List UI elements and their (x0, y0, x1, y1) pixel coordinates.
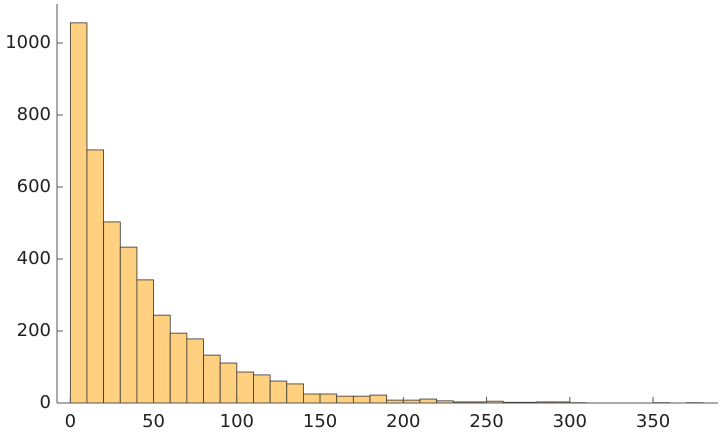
bar (336, 395, 354, 404)
x-tick-label: 150 (303, 411, 337, 432)
y-tick-label: 600 (17, 176, 51, 197)
bar (352, 395, 371, 404)
bar (119, 246, 138, 404)
bar (103, 221, 121, 404)
bar (303, 393, 321, 404)
x-tick-label: 300 (553, 411, 587, 432)
x-tick-label: 250 (469, 411, 503, 432)
bar (203, 354, 221, 404)
bar (136, 279, 154, 404)
bar (269, 380, 288, 404)
x-tick-label: 50 (142, 411, 165, 432)
y-tick-label: 400 (17, 248, 51, 269)
bar (169, 332, 188, 404)
bar (186, 338, 204, 404)
x-tick-label: 0 (65, 411, 76, 432)
y-tick-label: 1000 (5, 32, 51, 53)
bar (253, 374, 271, 404)
y-tick-label: 0 (40, 392, 51, 413)
bar (319, 393, 338, 404)
y-tick-label: 800 (17, 104, 51, 125)
bar (86, 149, 105, 404)
bar (236, 371, 254, 404)
x-tick-label: 350 (636, 411, 670, 432)
x-tick-label: 200 (386, 411, 420, 432)
bar (219, 362, 238, 404)
bar (153, 314, 171, 404)
x-tick-label: 100 (220, 411, 254, 432)
bar (419, 398, 438, 404)
bar (286, 383, 304, 404)
bar (369, 394, 388, 404)
bar (69, 22, 88, 404)
y-tick-label: 200 (17, 320, 51, 341)
